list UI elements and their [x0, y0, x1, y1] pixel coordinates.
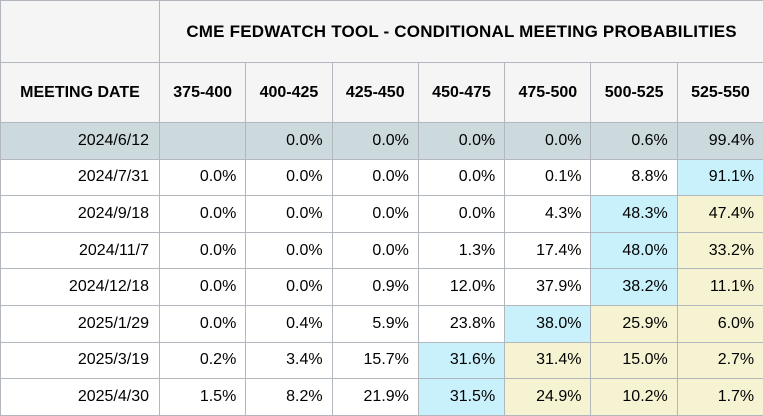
probability-cell: 23.8% [418, 305, 504, 342]
probability-cell: 91.1% [677, 159, 763, 196]
probability-cell: 1.5% [160, 379, 246, 416]
column-header-meeting-date: MEETING DATE [1, 63, 160, 123]
meeting-date-cell: 2024/6/12 [1, 123, 160, 160]
probability-cell: 0.1% [505, 159, 591, 196]
meeting-date-cell: 2025/4/30 [1, 379, 160, 416]
probability-cell [160, 123, 246, 160]
probability-cell: 1.3% [418, 232, 504, 269]
probability-cell: 4.3% [505, 196, 591, 233]
probability-cell: 37.9% [505, 269, 591, 306]
probability-cell: 3.4% [246, 342, 332, 379]
meeting-date-cell: 2024/7/31 [1, 159, 160, 196]
probability-cell: 0.9% [332, 269, 418, 306]
probability-cell: 15.7% [332, 342, 418, 379]
meeting-date-cell: 2025/3/19 [1, 342, 160, 379]
probability-cell: 0.0% [332, 123, 418, 160]
probability-cell: 47.4% [677, 196, 763, 233]
column-header-375-400: 375-400 [160, 63, 246, 123]
probability-cell: 5.9% [332, 305, 418, 342]
probability-cell: 0.0% [160, 196, 246, 233]
column-header-500-525: 500-525 [591, 63, 677, 123]
probability-cell: 31.5% [418, 379, 504, 416]
probability-cell: 6.0% [677, 305, 763, 342]
probability-cell: 0.0% [246, 123, 332, 160]
meeting-date-cell: 2024/9/18 [1, 196, 160, 233]
column-header-425-450: 425-450 [332, 63, 418, 123]
probability-cell: 8.2% [246, 379, 332, 416]
probability-cell: 11.1% [677, 269, 763, 306]
probability-cell: 25.9% [591, 305, 677, 342]
probability-cell: 12.0% [418, 269, 504, 306]
probability-cell: 0.0% [418, 123, 504, 160]
probability-cell: 0.0% [505, 123, 591, 160]
title-row: CME FEDWATCH TOOL - CONDITIONAL MEETING … [1, 1, 763, 63]
probability-cell: 0.0% [246, 159, 332, 196]
probability-cell: 0.4% [246, 305, 332, 342]
probability-cell: 0.0% [246, 269, 332, 306]
meeting-date-cell: 2024/12/18 [1, 269, 160, 306]
probability-cell: 0.0% [332, 232, 418, 269]
probability-cell: 0.0% [160, 269, 246, 306]
probability-cell: 33.2% [677, 232, 763, 269]
probability-cell: 99.4% [677, 123, 763, 160]
probability-cell: 0.2% [160, 342, 246, 379]
probability-cell: 31.6% [418, 342, 504, 379]
probability-cell: 17.4% [505, 232, 591, 269]
probability-cell: 0.0% [160, 159, 246, 196]
probability-cell: 15.0% [591, 342, 677, 379]
probability-cell: 0.0% [332, 159, 418, 196]
column-header-400-425: 400-425 [246, 63, 332, 123]
probability-cell: 2.7% [677, 342, 763, 379]
probability-cell: 24.9% [505, 379, 591, 416]
table-title: CME FEDWATCH TOOL - CONDITIONAL MEETING … [160, 1, 763, 63]
probability-cell: 0.0% [418, 159, 504, 196]
probability-cell: 38.0% [505, 305, 591, 342]
probability-cell: 31.4% [505, 342, 591, 379]
probability-cell: 38.2% [591, 269, 677, 306]
probability-cell: 0.0% [332, 196, 418, 233]
probability-cell: 0.0% [160, 305, 246, 342]
meeting-date-cell: 2025/1/29 [1, 305, 160, 342]
probability-cell: 21.9% [332, 379, 418, 416]
probability-cell: 0.0% [246, 196, 332, 233]
column-header-525-550: 525-550 [677, 63, 763, 123]
column-header-450-475: 450-475 [418, 63, 504, 123]
meeting-date-cell: 2024/11/7 [1, 232, 160, 269]
probability-cell: 0.0% [246, 232, 332, 269]
probability-cell: 1.7% [677, 379, 763, 416]
probability-cell: 10.2% [591, 379, 677, 416]
probability-cell: 0.6% [591, 123, 677, 160]
corner-cell [1, 1, 160, 63]
probability-cell: 48.0% [591, 232, 677, 269]
probability-cell: 0.0% [160, 232, 246, 269]
probability-cell: 48.3% [591, 196, 677, 233]
probability-cell: 8.8% [591, 159, 677, 196]
probability-cell: 0.0% [418, 196, 504, 233]
column-header-475-500: 475-500 [505, 63, 591, 123]
